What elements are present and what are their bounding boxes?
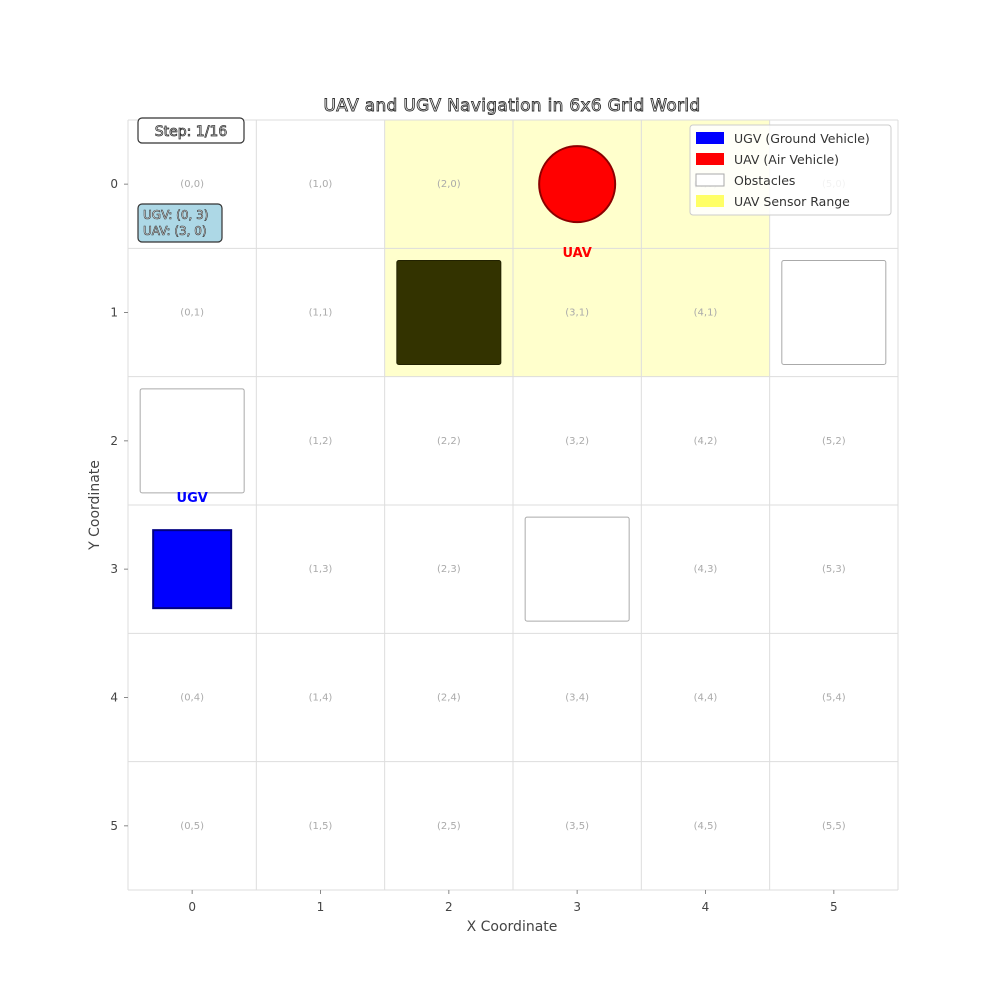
legend: UGV (Ground Vehicle) UAV (Air Vehicle) Obs…	[689, 124, 892, 216]
ugv-marker	[152, 529, 233, 610]
cell-coordinate-label: (0,0)	[180, 179, 204, 190]
x-tick-label: 5	[830, 900, 838, 914]
y-tick-label: 0	[110, 177, 118, 191]
legend-label: UAV (Air Vehicle)	[734, 152, 839, 167]
cell-coordinate-label: (5,2)	[822, 436, 846, 447]
obstacle	[396, 259, 502, 365]
cell-coordinate-label: (4,5)	[694, 821, 718, 832]
legend-label: UGV (Ground Vehicle)	[734, 131, 870, 146]
cell-coordinate-label: (4,4)	[694, 692, 718, 703]
obstacles-layer	[139, 259, 887, 622]
x-tick-label: 0	[188, 900, 196, 914]
legend-label: Obstacles	[734, 173, 795, 188]
grid-lines-layer	[127, 119, 899, 891]
cell-coordinate-label: (4,3)	[694, 564, 718, 575]
uav-position-text: UAV: (3, 0)	[143, 224, 207, 238]
legend-swatch	[695, 173, 725, 187]
agents-layer: UGV UAV	[152, 145, 617, 610]
cell-coordinate-label: (1,2)	[309, 436, 333, 447]
cell-coordinate-label: (4,2)	[694, 436, 718, 447]
y-axis-label: Y Coordinate	[87, 460, 103, 551]
cell-coordinate-label: (2,0)	[437, 179, 461, 190]
position-info: UGV: (0, 3) UAV: (3, 0)	[137, 203, 223, 243]
position-info-box	[137, 203, 223, 243]
cell-coordinate-label: (3,1)	[565, 307, 589, 318]
ugv-label: UGV	[177, 491, 208, 506]
y-tick-label: 1	[110, 305, 118, 319]
cell-coordinate-label: (4,1)	[694, 307, 718, 318]
ugv-position-text: UGV: (0, 3)	[143, 208, 208, 222]
y-tick-label: 5	[110, 819, 118, 833]
step-counter-box	[137, 117, 245, 144]
cell-coordinate-label: (3,2)	[565, 436, 589, 447]
cell-coordinate-label: (5,4)	[822, 692, 846, 703]
legend-swatch	[696, 195, 724, 207]
cell-coordinate-label: (1,1)	[309, 307, 333, 318]
obstacle	[524, 516, 630, 622]
step-counter: Step: 1/16	[137, 117, 245, 144]
cell-coordinate-label: (2,5)	[437, 821, 461, 832]
cell-coordinate-label: (0,4)	[180, 692, 204, 703]
cell-coordinate-label: (5,5)	[822, 821, 846, 832]
legend-swatch	[696, 153, 724, 165]
cell-coordinate-label: (3,4)	[565, 692, 589, 703]
y-tick-label: 2	[110, 434, 118, 448]
x-tick-label: 4	[702, 900, 710, 914]
obstacle	[781, 259, 887, 365]
cell-coordinate-label: (1,5)	[309, 821, 333, 832]
x-tick-label: 2	[445, 900, 453, 914]
legend-frame	[689, 124, 892, 216]
y-tick-label: 3	[110, 562, 118, 576]
cell-coordinate-label: (2,4)	[437, 692, 461, 703]
cell-coordinate-label: (5,3)	[822, 564, 846, 575]
legend-label: UAV Sensor Range	[734, 194, 850, 209]
obstacle	[139, 388, 245, 494]
cell-coordinate-label: (1,0)	[309, 179, 333, 190]
cell-coordinate-label: (0,1)	[180, 307, 204, 318]
cell-coordinate-label: (3,5)	[565, 821, 589, 832]
cell-coordinate-label: (1,3)	[309, 564, 333, 575]
x-axis-label: X Coordinate	[467, 919, 558, 935]
legend-swatch	[696, 132, 724, 144]
axis-ticks-layer: 0 1 2 3 4 5 0 1 2 3 4 5	[110, 177, 837, 914]
cell-coordinate-label: (2,2)	[437, 436, 461, 447]
step-counter-text: Step: 1/16	[155, 124, 228, 140]
uav-label: UAV	[562, 246, 591, 261]
uav-marker	[538, 145, 617, 224]
y-tick-label: 4	[110, 690, 118, 704]
x-tick-label: 3	[573, 900, 581, 914]
cell-coordinate-label: (2,3)	[437, 564, 461, 575]
cell-coordinate-label: (1,4)	[309, 692, 333, 703]
x-tick-label: 1	[317, 900, 325, 914]
plot-title: UAV and UGV Navigation in 6x6 Grid World	[324, 96, 701, 116]
cell-coordinate-label: (0,5)	[180, 821, 204, 832]
